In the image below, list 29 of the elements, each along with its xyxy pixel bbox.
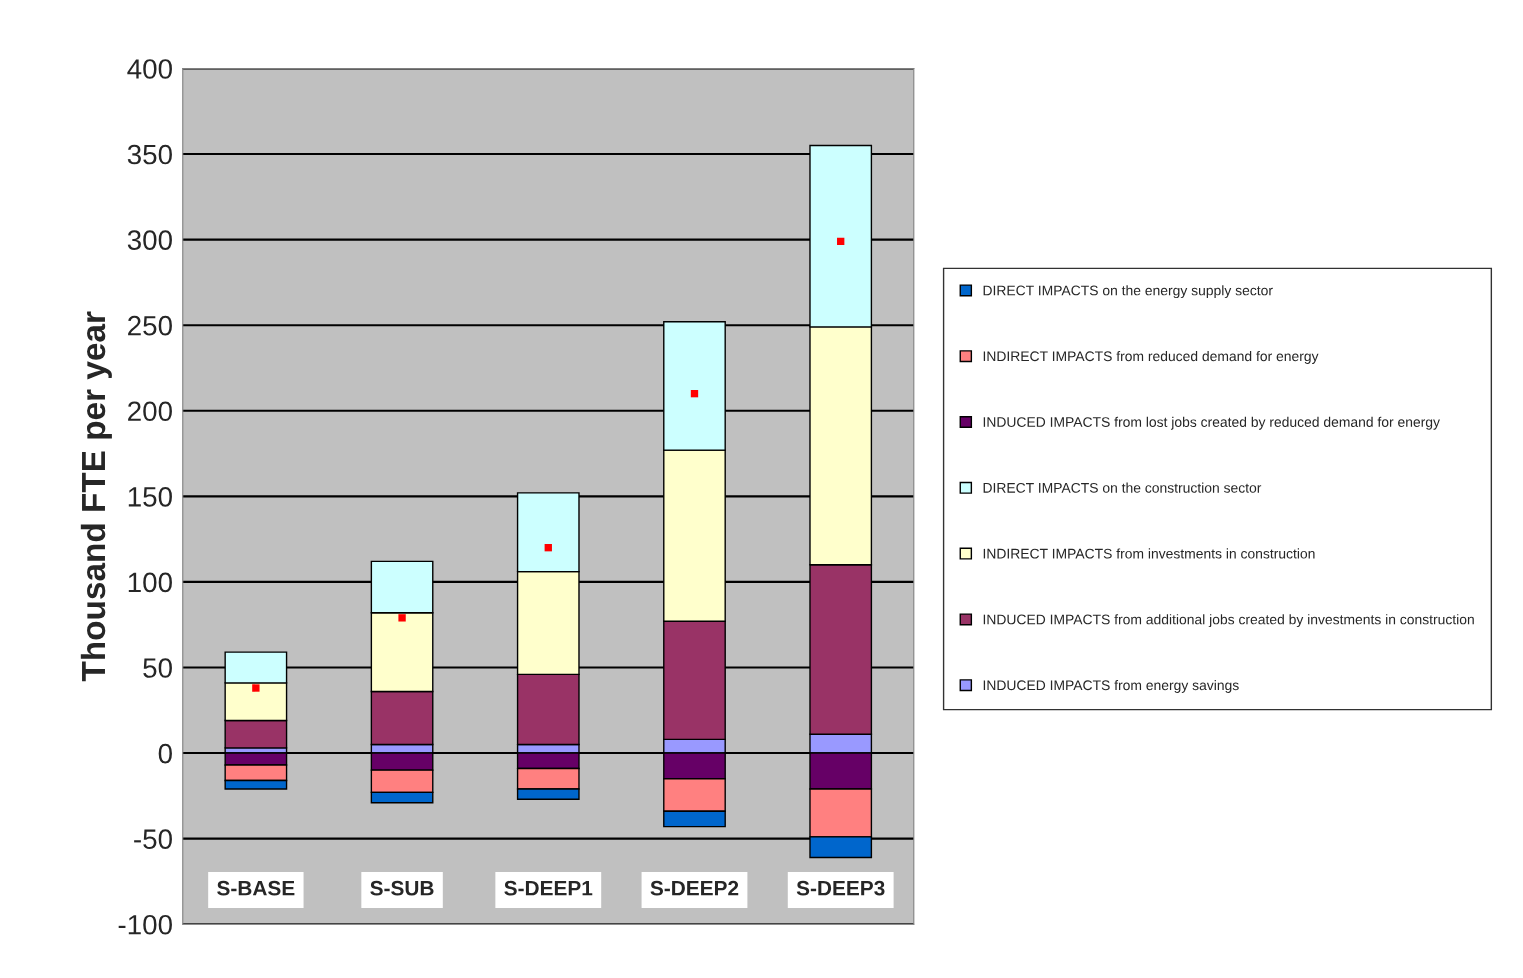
- point: [837, 237, 845, 245]
- y-tick-label: 0: [158, 743, 172, 764]
- x-tick-label: S-DEEP2: [650, 880, 739, 896]
- x-tick-label: S-DEEP3: [796, 880, 885, 896]
- y-tick-label: 100: [128, 572, 172, 593]
- y-axis-title: Thousand FTE per year: [80, 311, 112, 682]
- legend-label: DIRECT IMPACTS on the construction sector: [983, 482, 1262, 493]
- y-tick-label: 200: [128, 401, 172, 422]
- legend-label: DIRECT IMPACTS on the energy supply sector: [983, 285, 1273, 299]
- y-tick-label: 150: [128, 487, 172, 507]
- x-tick-label: S-SUB: [370, 880, 434, 896]
- x-tick-label: S-DEEP1: [504, 880, 593, 896]
- point: [690, 389, 699, 398]
- legend-label: INDUCED IMPACTS from energy savings: [983, 679, 1239, 693]
- x-tick-label: S-BASE: [217, 880, 295, 896]
- y-tick-label: 250: [128, 315, 172, 336]
- legend-label: INDIRECT IMPACTS from investments in construction: [983, 548, 1315, 559]
- legend-label: INDUCED IMPACTS from additional jobs created by investments in construction: [983, 614, 1474, 628]
- y-tick-label: 50: [143, 658, 172, 678]
- y-tick-label: -100: [118, 914, 172, 935]
- y-tick-label: -50: [134, 829, 172, 849]
- y-tick-label: 350: [127, 144, 172, 165]
- point: [544, 544, 552, 552]
- y-tick-label: 300: [127, 230, 172, 250]
- y-tick-label: 400: [127, 59, 172, 79]
- point: [398, 614, 406, 622]
- point: [252, 684, 260, 692]
- legend-label: INDUCED IMPACTS from lost jobs created by reduced demand for energy: [983, 416, 1440, 430]
- legend-label: INDIRECT IMPACTS from reduced demand for energy: [983, 350, 1319, 364]
